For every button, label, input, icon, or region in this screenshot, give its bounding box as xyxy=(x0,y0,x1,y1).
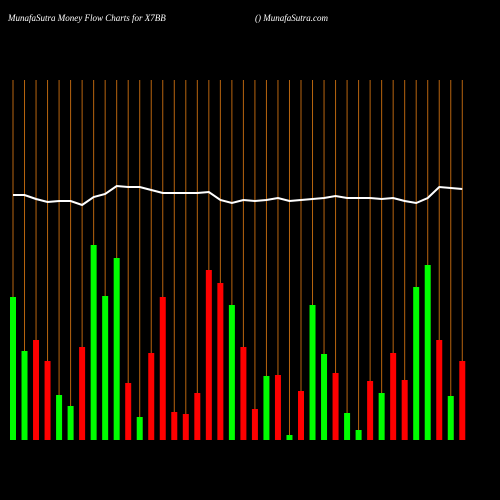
bar xyxy=(413,287,420,440)
bar xyxy=(79,347,86,440)
bar xyxy=(344,413,351,440)
bar xyxy=(390,353,397,440)
bar xyxy=(367,381,374,440)
bar xyxy=(355,430,362,440)
bar xyxy=(401,380,408,440)
bar xyxy=(459,361,466,440)
bar xyxy=(298,391,304,440)
bar xyxy=(159,297,166,440)
bar xyxy=(321,354,328,440)
bar xyxy=(44,361,51,440)
bar xyxy=(205,270,212,440)
bar xyxy=(194,393,201,440)
bar xyxy=(378,393,385,440)
bar xyxy=(171,412,178,440)
bar xyxy=(274,375,281,440)
bar xyxy=(240,347,247,440)
bar xyxy=(436,340,443,440)
bar xyxy=(10,297,16,440)
bar xyxy=(309,305,316,440)
bar xyxy=(90,245,97,440)
chart-subtitle: () MunafaSutra.com xyxy=(255,13,328,23)
bar xyxy=(251,409,258,440)
bar xyxy=(263,376,270,440)
bar xyxy=(21,351,28,440)
bar xyxy=(125,383,132,440)
bar xyxy=(228,305,235,440)
bar xyxy=(217,283,224,440)
bar xyxy=(113,258,120,440)
bar xyxy=(286,435,293,440)
bar xyxy=(424,265,431,440)
bar xyxy=(56,395,63,440)
money-flow-line xyxy=(13,184,463,207)
bar xyxy=(33,340,40,440)
bar xyxy=(148,353,155,440)
bar xyxy=(67,406,74,440)
bar xyxy=(102,296,109,440)
bar xyxy=(447,396,454,440)
bar xyxy=(136,417,143,440)
chart-title: MunafaSutra Money Flow Charts for X7BB xyxy=(7,13,166,23)
bar xyxy=(182,414,189,440)
bar xyxy=(332,373,339,440)
